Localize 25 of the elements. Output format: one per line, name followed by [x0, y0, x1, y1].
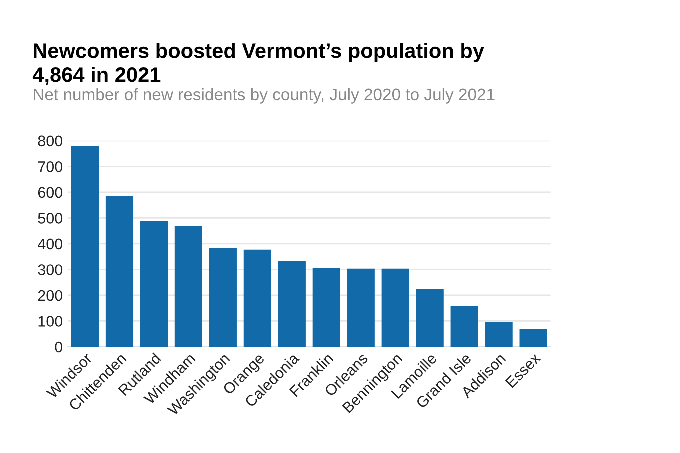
bar: [71, 146, 100, 347]
bar: [416, 289, 444, 347]
y-tick-label: 800: [38, 136, 63, 147]
chart-title: Newcomers boosted Vermont’s population by 4,864 in 2021: [32, 43, 484, 86]
bar: [244, 250, 272, 347]
y-tick-label: 700: [38, 162, 63, 172]
bar: [382, 268, 410, 347]
bar: [312, 268, 340, 347]
bar: [520, 328, 548, 347]
y-tick-label: 400: [38, 238, 63, 250]
y-tick-label: 600: [38, 187, 63, 198]
bar: [485, 322, 513, 347]
y-tick-label: 200: [38, 290, 63, 302]
bar: [347, 268, 375, 347]
y-tick-label: 0: [55, 342, 63, 353]
y-tick-label: 100: [38, 316, 63, 327]
bar: [140, 221, 168, 347]
bar: [106, 196, 134, 347]
bar: [174, 226, 202, 347]
bar: [278, 261, 306, 347]
bar: [209, 248, 237, 347]
chart-subtitle: Net number of new residents by county, July 2020 to July 2021: [34, 88, 495, 104]
y-tick-label: 500: [38, 213, 63, 224]
bar: [450, 306, 478, 347]
y-tick-label: 300: [38, 264, 63, 276]
